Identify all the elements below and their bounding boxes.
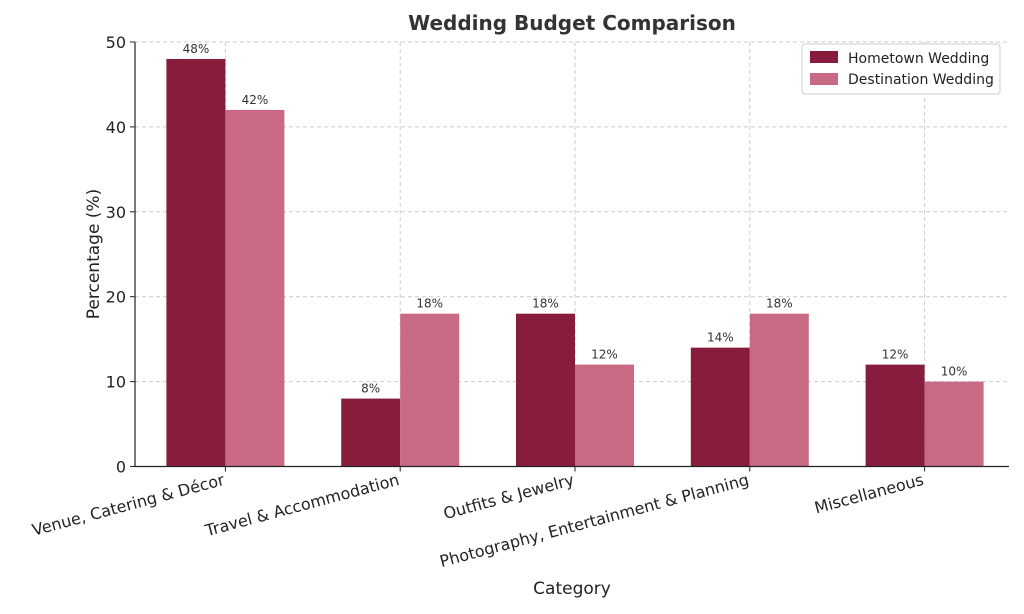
- x-tick-label: Miscellaneous: [812, 470, 925, 517]
- bar-hometown: [690, 347, 750, 467]
- bar-destination: [924, 381, 984, 467]
- data-label-hometown: 14%: [707, 331, 734, 345]
- bar-hometown: [516, 313, 575, 467]
- y-axis-label: Percentage (%): [84, 189, 104, 319]
- y-tick-label: 50: [106, 33, 126, 52]
- y-tick-label: 30: [106, 203, 126, 222]
- data-label-hometown: 8%: [361, 382, 380, 396]
- legend: Hometown Wedding Destination Wedding: [801, 43, 1001, 95]
- y-tick-label: 0: [116, 458, 126, 477]
- x-axis-label: Category: [533, 579, 611, 599]
- data-label-destination: 42%: [242, 93, 269, 107]
- x-tick-label: Photography, Entertainment & Planning: [438, 470, 751, 571]
- data-labels-layer: 48% 42% 8% 18% 18% 12% 14% 18% 12% 10%: [183, 42, 968, 396]
- legend-label-hometown: Hometown Wedding: [848, 51, 989, 67]
- chart-title: Wedding Budget Comparison: [408, 11, 736, 35]
- data-label-destination: 18%: [416, 297, 443, 311]
- data-label-hometown: 12%: [882, 348, 909, 362]
- data-label-destination: 12%: [591, 348, 618, 362]
- y-tick-label: 40: [106, 118, 126, 137]
- y-tick-label: 20: [106, 288, 126, 307]
- bar-destination: [225, 109, 285, 467]
- bar-destination: [400, 313, 460, 467]
- data-label-hometown: 18%: [532, 297, 559, 311]
- y-ticks-layer: 0 10 20 30 40 50: [106, 33, 135, 477]
- x-tick-label: Outfits & Jewelry: [441, 470, 576, 523]
- bar-hometown: [341, 398, 401, 467]
- x-tick-label: Travel & Accommodation: [202, 470, 401, 540]
- legend-frame: [801, 43, 1001, 95]
- x-tick-label: Venue, Catering & Décor: [30, 470, 227, 540]
- legend-swatch-hometown: [810, 51, 838, 63]
- data-label-hometown: 48%: [183, 42, 210, 56]
- y-tick-label: 10: [106, 373, 126, 392]
- data-label-destination: 10%: [941, 365, 968, 379]
- legend-swatch-destination: [810, 73, 838, 85]
- legend-label-destination: Destination Wedding: [848, 72, 994, 88]
- bar-destination: [575, 364, 634, 467]
- bar-hometown: [865, 364, 925, 467]
- bar-hometown: [166, 58, 226, 467]
- data-label-destination: 18%: [766, 297, 793, 311]
- bars-layer: [166, 58, 984, 467]
- bar-destination: [749, 313, 809, 467]
- axes-layer: [134, 42, 1009, 468]
